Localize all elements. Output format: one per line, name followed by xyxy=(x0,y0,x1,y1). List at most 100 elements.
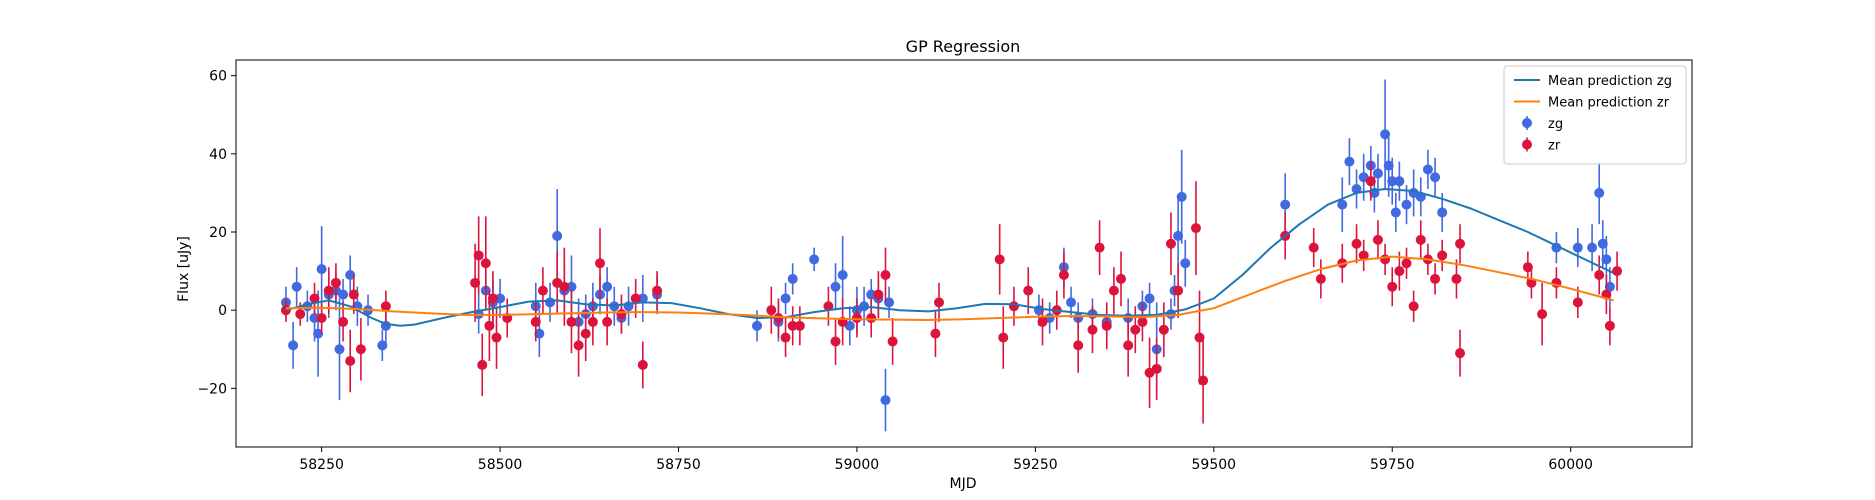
y-axis-label: Flux [uJy] xyxy=(176,236,192,302)
data-point xyxy=(851,313,862,323)
data-point xyxy=(1387,281,1398,292)
data-point xyxy=(1380,254,1391,265)
x-tick-label: 58250 xyxy=(299,457,344,473)
data-point xyxy=(1572,242,1583,253)
data-point xyxy=(1151,363,1162,374)
data-point xyxy=(295,309,306,320)
data-point xyxy=(1198,375,1209,386)
x-tick-label: 59500 xyxy=(1192,457,1237,473)
data-point xyxy=(1380,129,1391,140)
data-point xyxy=(345,270,356,280)
data-point xyxy=(602,316,613,327)
data-point xyxy=(573,340,584,351)
data-point xyxy=(1383,160,1394,171)
data-point xyxy=(1087,324,1098,335)
y-tick-label: 60 xyxy=(209,69,227,85)
data-point xyxy=(1601,254,1612,265)
data-point xyxy=(1587,242,1598,253)
data-point xyxy=(1612,266,1623,277)
data-point xyxy=(637,359,648,370)
data-point xyxy=(1351,184,1362,194)
x-axis-label: MJD xyxy=(950,476,977,492)
data-point xyxy=(377,340,388,351)
legend-entry-label: Mean prediction zg xyxy=(1548,74,1672,89)
y-tick-label: −20 xyxy=(197,381,227,397)
data-point xyxy=(880,395,891,406)
data-point xyxy=(830,336,841,347)
data-point xyxy=(616,309,627,320)
data-point xyxy=(309,313,320,323)
data-point xyxy=(859,301,870,312)
data-point xyxy=(1372,168,1383,179)
data-point xyxy=(566,316,577,327)
data-point xyxy=(787,320,798,331)
data-point xyxy=(1594,270,1605,280)
legend: Mean prediction zg Mean prediction zr zg zr xyxy=(1503,65,1687,165)
data-point xyxy=(1108,285,1119,296)
data-point xyxy=(1190,223,1201,234)
data-point xyxy=(1390,207,1401,218)
data-point xyxy=(1401,258,1412,269)
data-point xyxy=(316,313,327,323)
data-point xyxy=(766,305,777,316)
data-point xyxy=(480,258,491,269)
data-point xyxy=(348,289,359,300)
data-point xyxy=(1604,320,1615,331)
data-point xyxy=(1401,199,1412,210)
data-point xyxy=(1455,238,1466,249)
data-point xyxy=(1604,281,1615,292)
data-point xyxy=(566,281,577,292)
series-line xyxy=(285,255,1614,321)
legend-entry-label: Mean prediction zr xyxy=(1548,96,1670,111)
data-point xyxy=(823,301,834,312)
data-point xyxy=(1173,230,1184,241)
data-point xyxy=(380,301,391,312)
data-point xyxy=(1572,297,1583,308)
data-point xyxy=(595,258,605,269)
data-point xyxy=(1415,234,1426,245)
legend-marker-swatch xyxy=(1522,118,1532,128)
data-point xyxy=(530,316,541,327)
data-point xyxy=(345,356,356,366)
data-point xyxy=(1522,262,1533,273)
data-point xyxy=(495,293,506,304)
data-point xyxy=(1422,164,1433,175)
y-tick-label: 0 xyxy=(218,303,227,319)
data-point xyxy=(1194,332,1205,343)
data-point xyxy=(787,273,798,284)
data-point xyxy=(1008,301,1019,312)
data-point xyxy=(587,316,598,327)
data-point xyxy=(559,281,570,292)
x-tick-label: 59750 xyxy=(1370,457,1415,473)
x-tick-label: 59000 xyxy=(835,457,880,473)
data-point xyxy=(1394,266,1405,277)
data-point xyxy=(1116,273,1127,284)
data-point xyxy=(1173,285,1184,296)
data-point xyxy=(1372,234,1383,245)
plot-area xyxy=(280,79,1623,432)
data-point xyxy=(1037,316,1048,327)
data-point xyxy=(323,285,334,296)
data-point xyxy=(309,293,320,304)
data-point xyxy=(1387,176,1398,187)
data-point xyxy=(1101,320,1112,331)
plot-frame xyxy=(235,59,1693,448)
data-point xyxy=(1351,238,1362,249)
x-tick-label: 59250 xyxy=(1013,457,1058,473)
data-point xyxy=(994,254,1005,265)
data-point xyxy=(580,328,591,339)
data-point xyxy=(1176,191,1187,202)
data-point xyxy=(998,332,1009,343)
data-point xyxy=(355,344,366,355)
data-point xyxy=(334,344,345,355)
data-point xyxy=(809,254,820,265)
data-point xyxy=(1408,301,1419,312)
data-point xyxy=(1073,340,1084,351)
data-point xyxy=(1394,176,1405,187)
legend-entry-label: zg xyxy=(1548,117,1563,132)
data-point xyxy=(545,297,556,308)
data-point xyxy=(1066,297,1077,308)
data-point xyxy=(630,293,641,304)
data-point xyxy=(470,277,481,288)
